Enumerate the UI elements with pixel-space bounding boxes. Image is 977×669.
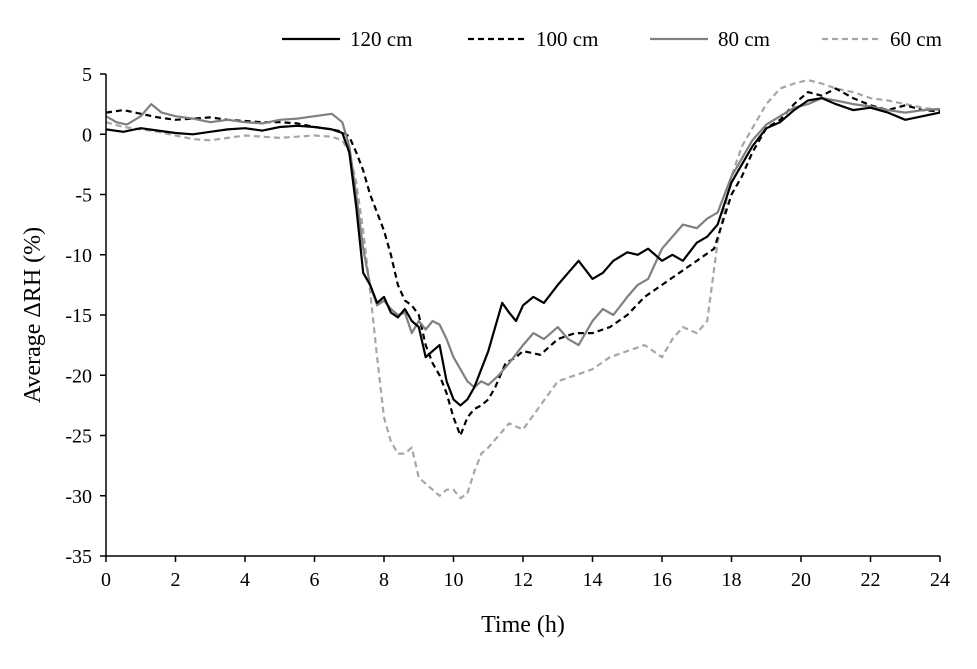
y-tick-label: -5 <box>75 185 92 207</box>
x-tick-label: 6 <box>310 569 320 591</box>
series-line-120-cm <box>105 97 941 407</box>
x-tick-label: 2 <box>171 569 181 591</box>
series-line-100-cm <box>105 87 941 437</box>
x-axis-title: Time (h) <box>481 612 565 638</box>
x-tick-label: 24 <box>930 569 950 591</box>
y-tick-label: 5 <box>82 64 92 86</box>
y-tick-label: -30 <box>65 486 92 508</box>
series-layer <box>105 78 941 500</box>
y-tick-label: -15 <box>65 305 92 327</box>
y-tick-label: -25 <box>65 426 92 448</box>
y-tick-label: -10 <box>65 245 92 267</box>
y-tick-label: -35 <box>65 546 92 568</box>
series-line-60-cm <box>105 78 941 500</box>
y-tick-label: 0 <box>82 124 92 146</box>
x-tick-label: 4 <box>240 569 250 591</box>
x-tick-label: 22 <box>861 569 881 591</box>
legend-label: 120 cm <box>350 27 412 51</box>
x-tick-label: 16 <box>652 569 672 591</box>
x-tick-label: 20 <box>791 569 811 591</box>
x-tick-label: 0 <box>101 569 111 591</box>
series-line-80-cm <box>105 97 941 389</box>
legend-label: 80 cm <box>718 27 770 51</box>
ticks: 50-5-10-15-20-25-30-350 2 4 6 8 10 12 14 16 18 20 2… <box>65 64 950 591</box>
x-tick-label: 10 <box>444 569 464 591</box>
y-axis-title: Average ΔRH (%) <box>20 227 46 403</box>
x-tick-label: 18 <box>722 569 742 591</box>
x-tick-label: 14 <box>583 569 603 591</box>
legend-label: 100 cm <box>536 27 598 51</box>
x-tick-label: 12 <box>513 569 533 591</box>
legend-label: 60 cm <box>890 27 942 51</box>
legend: 120 cm 100 cm 80 cm 60 cm <box>282 27 942 51</box>
y-tick-label: -20 <box>65 365 92 387</box>
axes <box>105 74 940 557</box>
x-tick-label: 8 <box>379 569 389 591</box>
